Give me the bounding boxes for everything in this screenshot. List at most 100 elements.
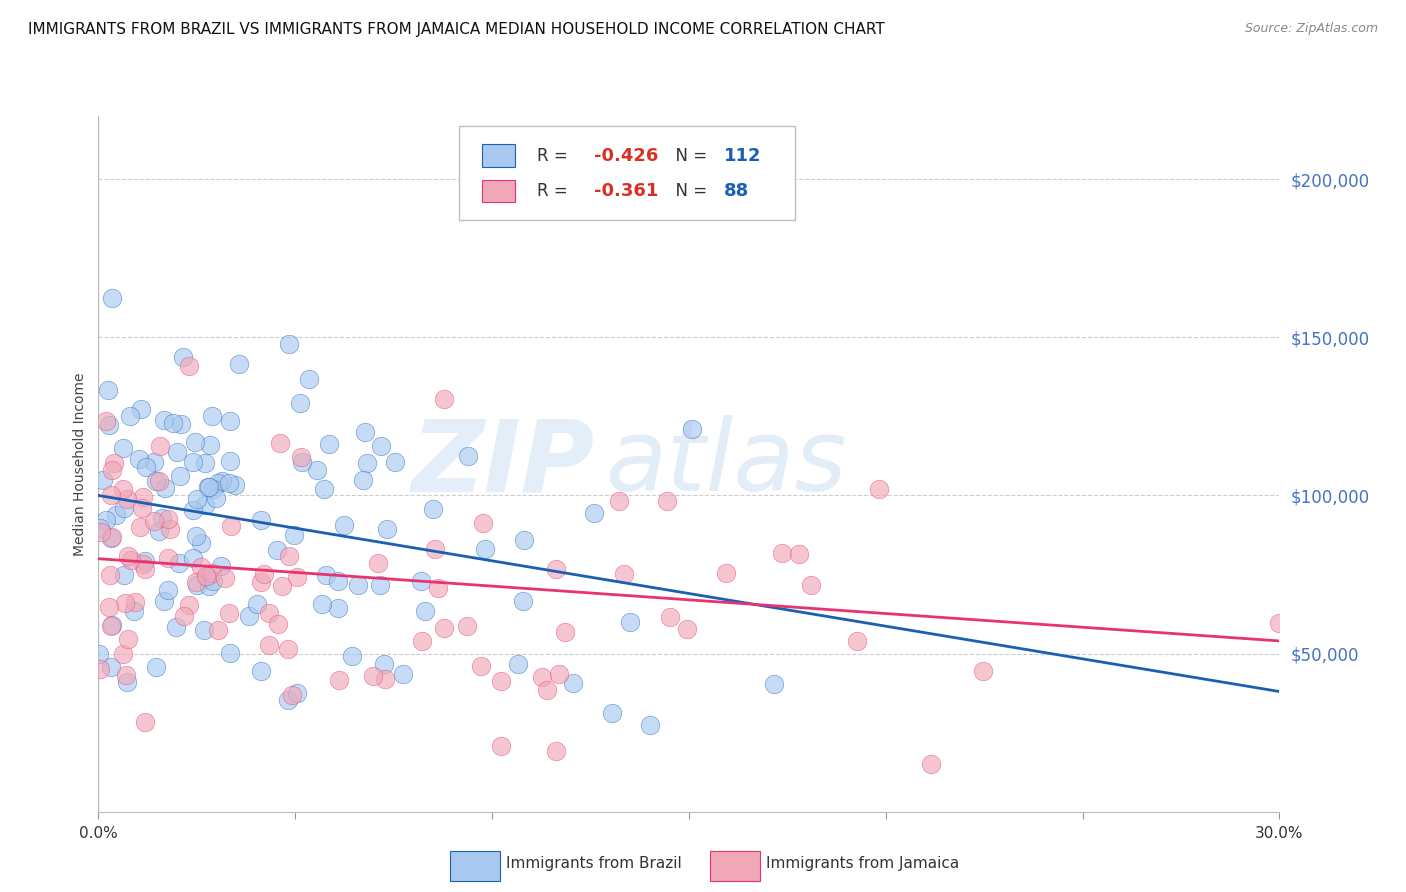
Point: [972, 664, 994, 678]
Point: [291, 455, 314, 469]
Point: [411, 634, 433, 648]
FancyBboxPatch shape: [458, 127, 796, 220]
Text: 88: 88: [724, 182, 749, 200]
Point: [512, 593, 534, 607]
Point: [132, 490, 155, 504]
Text: atlas: atlas: [606, 416, 848, 512]
Point: [169, 469, 191, 483]
Point: [311, 597, 333, 611]
Point: [277, 549, 299, 563]
Point: [156, 551, 179, 566]
Point: [312, 482, 335, 496]
Point: [413, 604, 436, 618]
Point: [219, 414, 242, 428]
Point: [326, 574, 349, 588]
Point: [249, 575, 271, 590]
Point: [356, 456, 378, 470]
Point: [117, 632, 139, 646]
Point: [114, 596, 136, 610]
Point: [201, 409, 224, 423]
Point: [202, 483, 225, 497]
Point: [474, 542, 496, 557]
Point: [277, 337, 299, 351]
Point: [104, 508, 127, 523]
Point: [153, 412, 176, 426]
Point: [340, 649, 363, 664]
Point: [115, 492, 138, 507]
Point: [207, 476, 229, 491]
Point: [114, 500, 136, 515]
Point: [153, 481, 176, 495]
Point: [184, 529, 207, 543]
Point: [546, 743, 568, 757]
Point: [456, 619, 478, 633]
Point: [285, 570, 308, 584]
Point: [205, 491, 228, 505]
Point: [170, 417, 193, 431]
Point: [97, 384, 120, 398]
Text: N =: N =: [665, 146, 713, 165]
Point: [607, 494, 630, 508]
Point: [162, 417, 184, 431]
Point: [177, 598, 200, 612]
Point: [513, 533, 536, 547]
Point: [195, 569, 218, 583]
Point: [257, 638, 280, 652]
Point: [134, 562, 156, 576]
Point: [129, 402, 152, 417]
Text: IMMIGRANTS FROM BRAZIL VS IMMIGRANTS FROM JAMAICA MEDIAN HOUSEHOLD INCOME CORREL: IMMIGRANTS FROM BRAZIL VS IMMIGRANTS FRO…: [28, 22, 884, 37]
Point: [112, 567, 135, 582]
Point: [433, 392, 456, 407]
Point: [153, 594, 176, 608]
Point: [770, 546, 793, 560]
Point: [409, 574, 432, 588]
Point: [90, 524, 112, 539]
FancyBboxPatch shape: [710, 851, 759, 880]
Point: [122, 604, 145, 618]
Point: [190, 535, 212, 549]
Point: [298, 372, 321, 386]
Point: [267, 617, 290, 632]
Point: [638, 718, 661, 732]
Point: [290, 450, 312, 465]
Point: [115, 668, 138, 682]
Point: [283, 527, 305, 541]
Point: [172, 351, 194, 365]
Point: [197, 480, 219, 494]
Point: [547, 667, 569, 681]
Point: [271, 579, 294, 593]
Point: [763, 677, 786, 691]
Point: [100, 531, 122, 545]
Point: [221, 519, 243, 533]
Point: [201, 566, 224, 580]
Point: [269, 436, 291, 450]
Text: Immigrants from Jamaica: Immigrants from Jamaica: [766, 856, 959, 871]
Text: -0.426: -0.426: [595, 146, 659, 165]
Point: [352, 474, 374, 488]
Point: [179, 359, 201, 373]
Point: [583, 506, 606, 520]
Point: [120, 409, 142, 423]
Point: [167, 557, 190, 571]
Point: [143, 514, 166, 528]
Point: [374, 672, 396, 686]
Point: [100, 619, 122, 633]
Point: [100, 618, 122, 632]
Point: [98, 568, 121, 582]
Point: [457, 449, 479, 463]
Point: [159, 522, 181, 536]
Point: [148, 524, 170, 538]
Point: [554, 625, 576, 640]
Point: [257, 606, 280, 620]
Point: [373, 657, 395, 672]
Point: [361, 669, 384, 683]
Point: [491, 673, 513, 688]
Point: [370, 440, 392, 454]
Point: [546, 562, 568, 576]
Point: [134, 715, 156, 730]
Point: [423, 542, 446, 557]
Point: [367, 556, 389, 570]
Point: [613, 566, 636, 581]
Point: [134, 553, 156, 567]
Point: [218, 454, 240, 468]
